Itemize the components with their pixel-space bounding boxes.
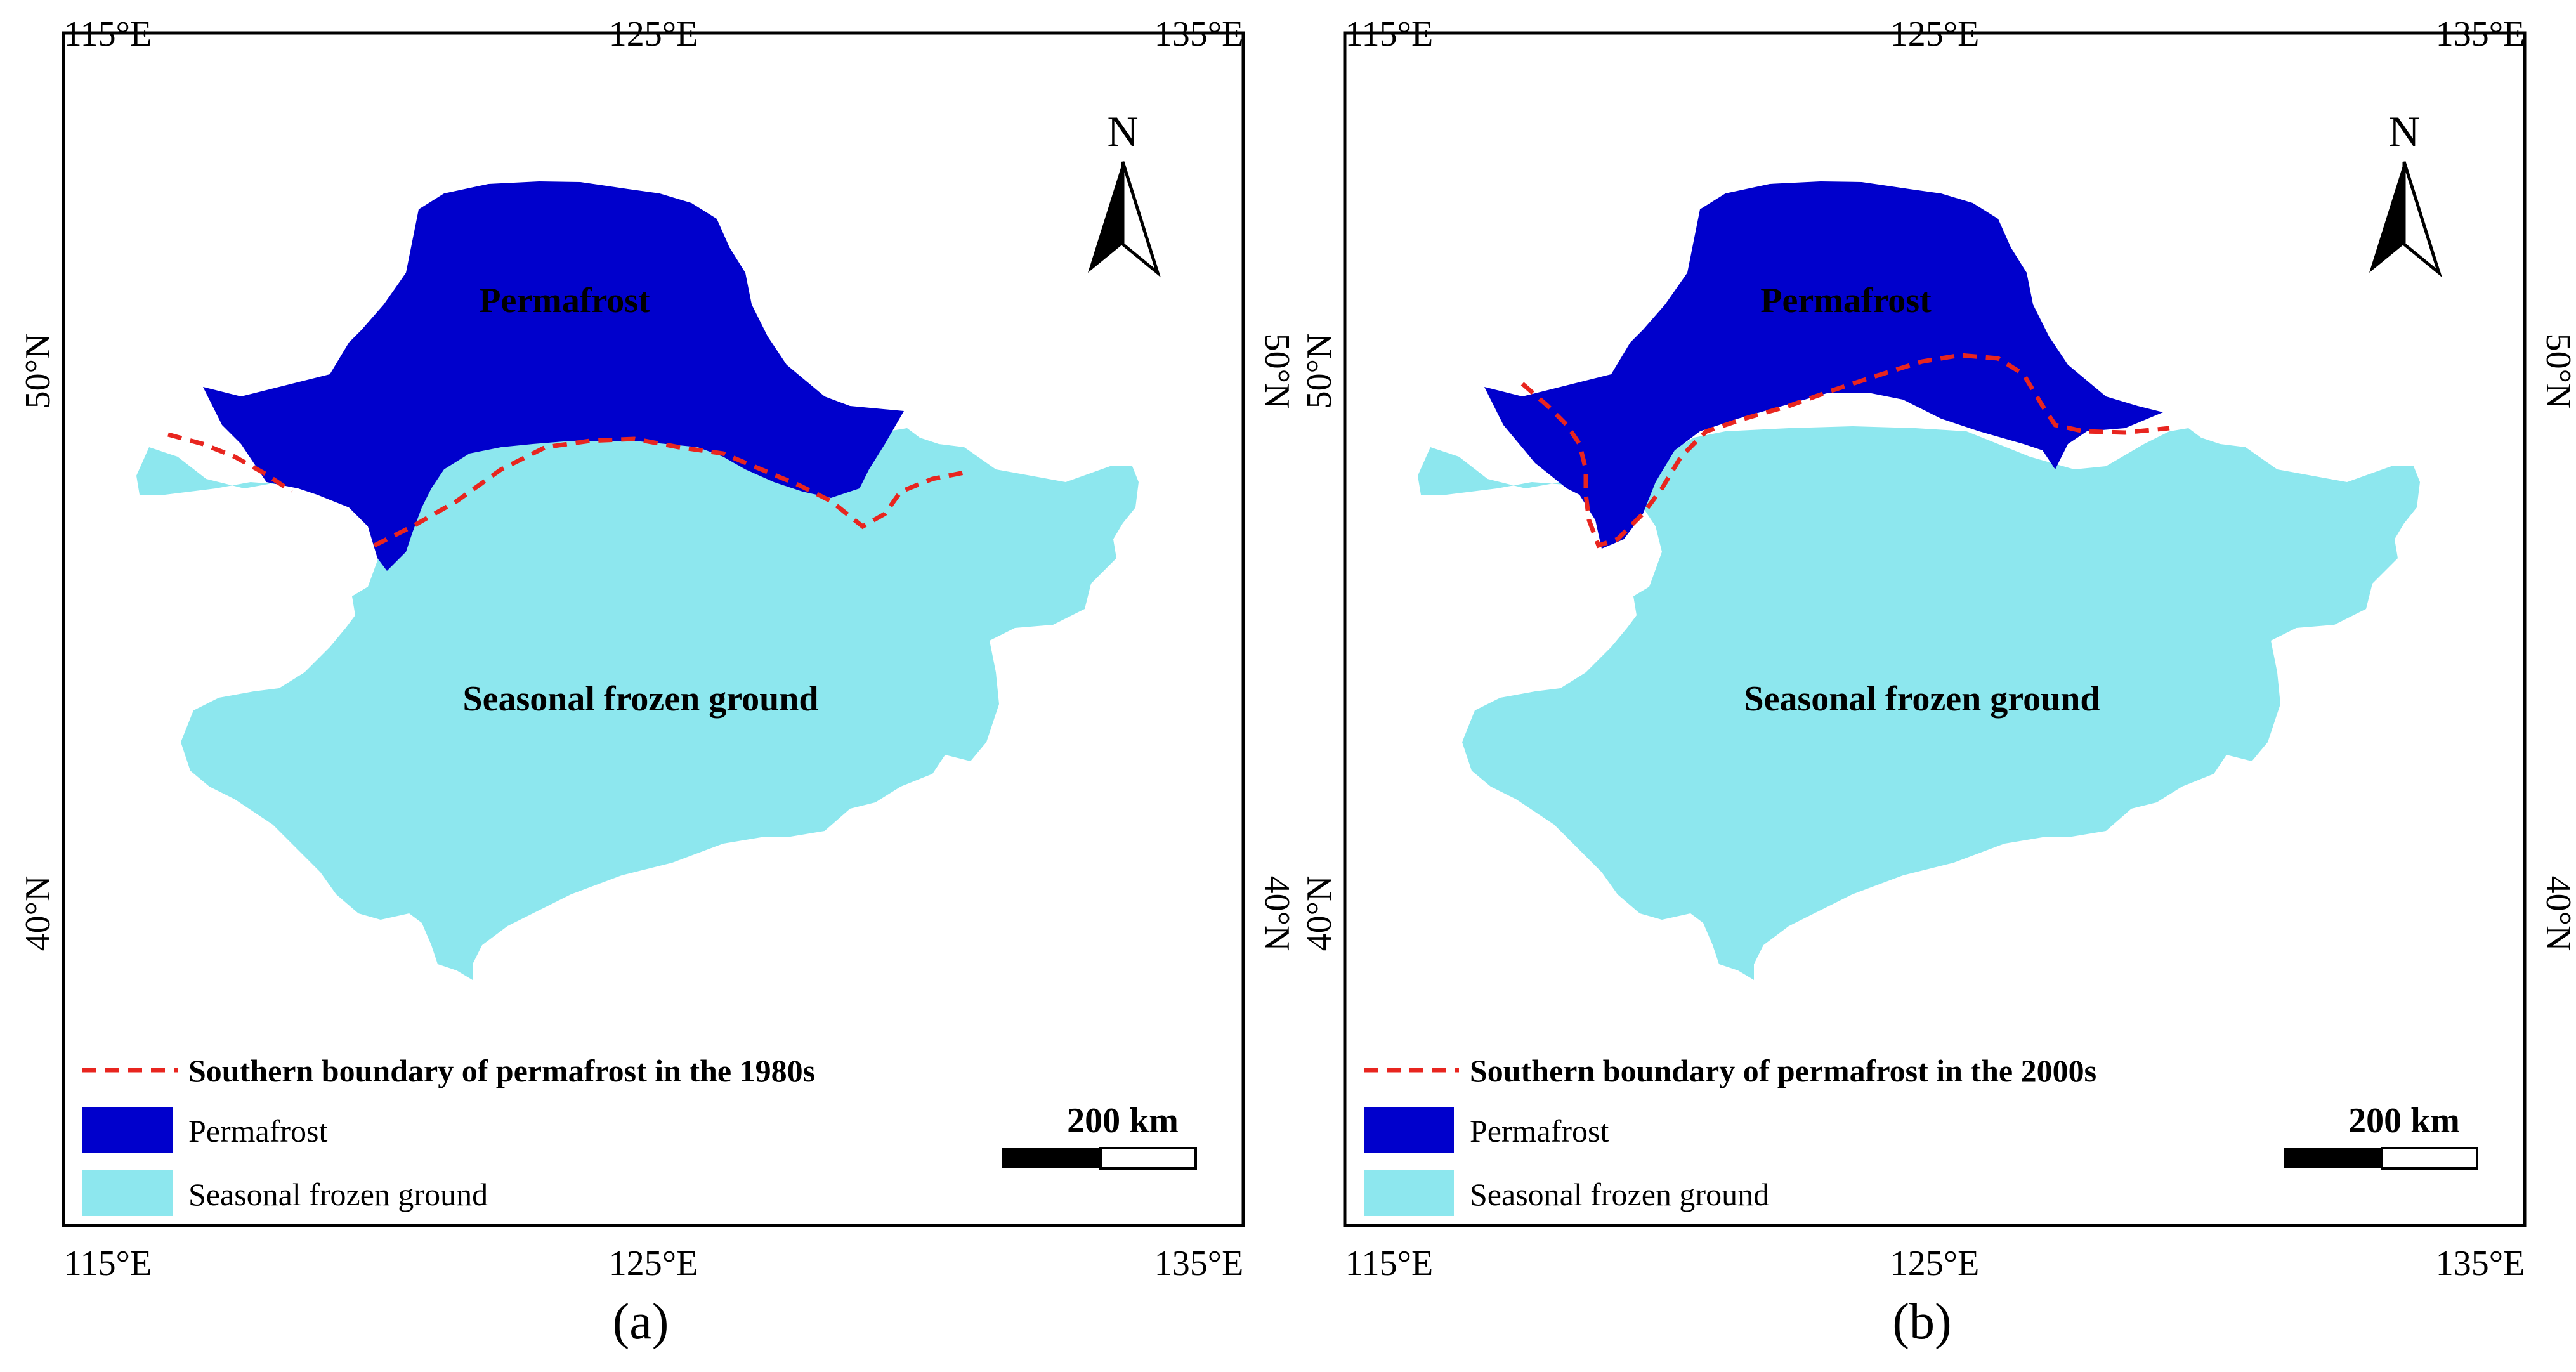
lon-tick-top: 125°E	[609, 15, 698, 54]
lon-tick-top: 115°E	[64, 15, 152, 54]
legend-permafrost-swatch	[1364, 1107, 1454, 1153]
north-arrow-icon: N	[1088, 107, 1161, 278]
lon-tick-bottom: 135°E	[1154, 1244, 1244, 1283]
scale-bar-label: 200 km	[2348, 1101, 2460, 1140]
scale-bar-label: 200 km	[1067, 1101, 1179, 1140]
map-label-permafrost: Permafrost	[1760, 281, 1932, 320]
svg-text:N: N	[1107, 107, 1138, 155]
lat-tick-right: 40°N	[1257, 876, 1297, 951]
lon-tick-bottom: 135°E	[2436, 1244, 2525, 1283]
lat-tick-right: 40°N	[2539, 876, 2576, 951]
lon-tick-top: 125°E	[1890, 15, 1980, 54]
panel-caption: (a)	[613, 1294, 669, 1350]
lon-tick-bottom: 115°E	[1345, 1244, 1434, 1283]
southern-boundary-1980s-line	[167, 432, 965, 548]
lat-tick-left: 40°N	[1300, 876, 1339, 951]
legend-seasonal-label: Seasonal frozen ground	[1470, 1177, 1769, 1212]
southern-boundary-2000s-line	[1520, 353, 2170, 549]
lon-tick-bottom: 125°E	[1890, 1244, 1980, 1283]
map-panel-a: Permafrost Seasonal frozen ground N 115°…	[18, 15, 1297, 1350]
lat-tick-right: 50°N	[1257, 334, 1297, 409]
svg-text:N: N	[2388, 107, 2419, 155]
panel-caption: (b)	[1892, 1294, 1951, 1350]
scale-bar: 200 km	[2284, 1101, 2478, 1170]
legend-boundary-label: Southern boundary of permafrost in the 1…	[188, 1053, 815, 1088]
map-label-seasonal: Seasonal frozen ground	[462, 679, 818, 719]
legend-permafrost-label: Permafrost	[1470, 1113, 1609, 1149]
map-label-permafrost: Permafrost	[479, 281, 650, 320]
lat-tick-left: 40°N	[18, 876, 58, 951]
lat-tick-right: 50°N	[2539, 334, 2576, 409]
map-label-seasonal: Seasonal frozen ground	[1744, 679, 2100, 719]
legend: Southern boundary of permafrost in the 2…	[1364, 1053, 2096, 1216]
lon-tick-top: 135°E	[2436, 15, 2525, 54]
legend-seasonal-swatch	[1364, 1170, 1454, 1216]
lon-tick-top: 135°E	[1154, 15, 1244, 54]
legend: Southern boundary of permafrost in the 1…	[82, 1053, 815, 1216]
legend-permafrost-label: Permafrost	[188, 1113, 327, 1149]
scale-bar: 200 km	[1002, 1101, 1197, 1170]
legend-boundary-label: Southern boundary of permafrost in the 2…	[1470, 1053, 2096, 1088]
lon-tick-top: 115°E	[1345, 15, 1434, 54]
lon-tick-bottom: 115°E	[64, 1244, 152, 1283]
legend-permafrost-swatch	[82, 1107, 173, 1153]
map-frame	[62, 31, 1245, 1227]
north-arrow-icon: N	[2369, 107, 2442, 278]
lat-tick-left: 50°N	[1300, 334, 1339, 409]
lon-tick-bottom: 125°E	[609, 1244, 698, 1283]
legend-seasonal-swatch	[82, 1170, 173, 1216]
map-frame	[1343, 31, 2527, 1227]
legend-seasonal-label: Seasonal frozen ground	[188, 1177, 488, 1212]
lat-tick-left: 50°N	[18, 334, 58, 409]
map-panel-b: Permafrost Seasonal frozen ground N 115°…	[1300, 15, 2576, 1350]
